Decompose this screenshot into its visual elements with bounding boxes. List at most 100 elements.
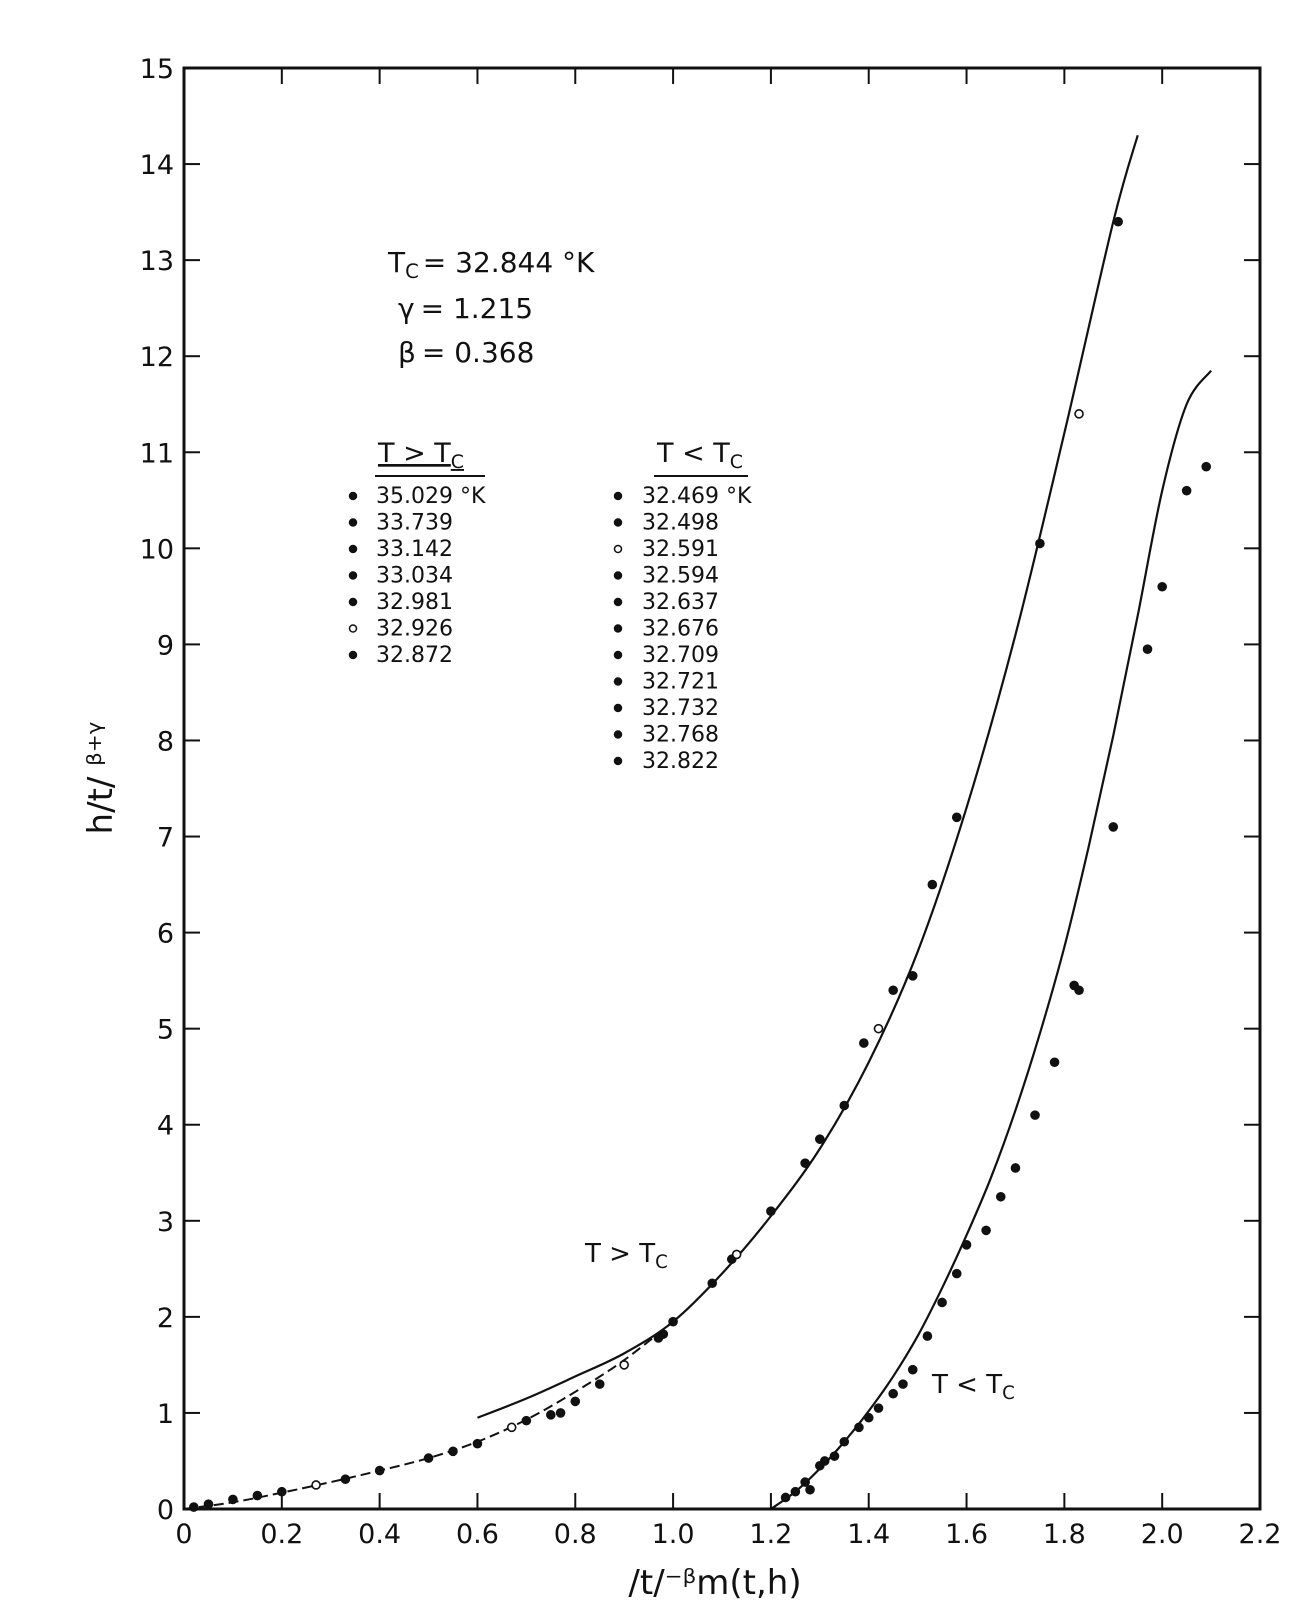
param-tc: TC = 32.844 °K <box>387 246 595 283</box>
legend-entry: 33.142 <box>376 537 453 562</box>
data-point <box>815 1134 825 1144</box>
data-point <box>859 1038 869 1048</box>
legend-marker <box>613 518 623 527</box>
legend-marker <box>613 677 623 686</box>
legend-above-entries: 35.029 °K33.73933.14233.03432.98132.9263… <box>348 484 486 668</box>
legend-entry: 32.594 <box>642 564 719 589</box>
data-point <box>1108 822 1119 832</box>
legend-entry: 33.034 <box>376 564 453 589</box>
data-point <box>888 1388 898 1399</box>
data-point <box>800 1158 810 1168</box>
data-point <box>594 1379 605 1389</box>
y-tick-label: 0 <box>157 1495 174 1526</box>
x-tick-label: 2.0 <box>1141 1519 1184 1550</box>
curve-series-1-low <box>183 1320 674 1510</box>
param-beta: β = 0.368 <box>398 336 534 369</box>
data-point <box>995 1191 1006 1202</box>
x-tick-label: 1.6 <box>945 1519 988 1550</box>
y-tick-label: 1 <box>157 1399 174 1430</box>
y-tick-label: 5 <box>157 1015 174 1046</box>
data-point <box>1181 485 1192 496</box>
data-point <box>839 1100 850 1111</box>
data-point <box>839 1436 850 1447</box>
legend-above-tc: T > TC 35.029 °K33.73933.14233.03432.981… <box>348 438 486 668</box>
data-point <box>1010 1163 1021 1173</box>
data-point <box>937 1297 947 1308</box>
data-point <box>854 1422 864 1433</box>
data-point <box>951 1268 962 1279</box>
data-point <box>311 1480 321 1490</box>
data-point <box>423 1453 434 1463</box>
data-point <box>340 1474 351 1485</box>
data-point <box>1030 1110 1040 1120</box>
y-tick-label: 6 <box>157 919 174 950</box>
data-point <box>863 1412 874 1423</box>
data-point <box>203 1499 214 1509</box>
data-point <box>707 1278 718 1289</box>
legend-above-header: T > TC <box>377 438 464 473</box>
x-tick-label: 0.4 <box>358 1519 401 1550</box>
x-tick-label: 1.2 <box>749 1519 792 1550</box>
legend-marker <box>348 571 358 580</box>
y-tick-label: 2 <box>157 1303 174 1334</box>
data-point <box>1157 581 1167 592</box>
data-point <box>252 1490 263 1501</box>
data-point <box>819 1456 830 1466</box>
data-point <box>805 1484 815 1495</box>
data-point <box>506 1422 517 1433</box>
legend-marker <box>613 544 623 554</box>
y-tick-label: 10 <box>140 534 174 565</box>
data-point <box>374 1465 385 1476</box>
legend-entry: 32.498 <box>642 511 719 536</box>
data-point <box>668 1316 678 1327</box>
legend-entry: 33.739 <box>376 511 453 536</box>
data-point <box>546 1410 556 1420</box>
data-point <box>619 1360 629 1370</box>
legend-marker <box>348 597 358 607</box>
y-tick-label: 11 <box>140 438 174 469</box>
data-point <box>448 1446 458 1457</box>
data-point <box>766 1206 776 1216</box>
legend-marker <box>348 624 358 633</box>
data-point <box>790 1486 801 1497</box>
legend-marker <box>613 650 623 660</box>
legend-entry: 32.709 <box>642 643 719 668</box>
axis-ticks: 0 0.2 0.4 0.6 0.8 1.0 1.2 1.4 1.6 1.8 2.0 2.2012345… <box>140 54 1282 1550</box>
x-tick-label: 0.6 <box>456 1519 499 1550</box>
legend-marker <box>348 491 358 501</box>
data-point <box>800 1477 810 1487</box>
x-tick-label: 1.0 <box>652 1519 695 1550</box>
curve-label-above-tc: T > TC <box>584 1239 668 1273</box>
legend-entry: 32.591 <box>642 537 719 562</box>
y-tick-label: 4 <box>157 1111 174 1142</box>
legend-marker <box>613 756 623 766</box>
data-point <box>658 1329 669 1339</box>
legend-marker <box>613 624 623 633</box>
legend-entry: 32.981 <box>376 590 453 615</box>
param-gamma: γ = 1.215 <box>398 292 533 325</box>
legend-entry: 32.732 <box>642 696 719 721</box>
legend-marker <box>348 544 358 554</box>
legend-below-entries: 32.469 °K32.49832.59132.59432.63732.6763… <box>613 484 752 774</box>
x-tick-label: 0.8 <box>554 1519 597 1550</box>
legend-entry: 32.469 °K <box>642 484 752 509</box>
data-point <box>188 1502 199 1512</box>
curve-label-below-tc: T < TC <box>931 1370 1015 1404</box>
data-point <box>555 1408 566 1418</box>
curve-series-2 <box>770 369 1212 1510</box>
data-point <box>898 1379 908 1389</box>
data-point <box>907 1364 918 1375</box>
parameters-block: TC = 32.844 °K γ = 1.215 β = 0.368 <box>387 246 595 369</box>
legend-marker <box>613 730 623 739</box>
data-point <box>1049 1057 1060 1068</box>
legend-marker <box>613 597 623 607</box>
data-point <box>731 1249 742 1260</box>
x-tick-label: 1.8 <box>1043 1519 1086 1550</box>
legend-entry: 32.822 <box>642 749 719 774</box>
y-tick-label: 15 <box>140 54 174 85</box>
x-tick-label: 0 <box>175 1519 192 1550</box>
legend-below-header: T < TC <box>656 438 743 473</box>
y-tick-label: 8 <box>157 726 174 757</box>
data-point <box>927 879 938 890</box>
